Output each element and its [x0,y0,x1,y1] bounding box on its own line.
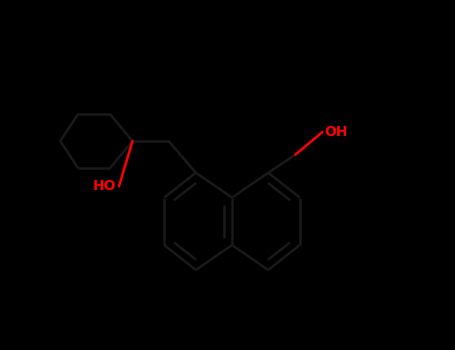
Text: HO: HO [93,179,116,193]
Text: OH: OH [325,125,348,139]
